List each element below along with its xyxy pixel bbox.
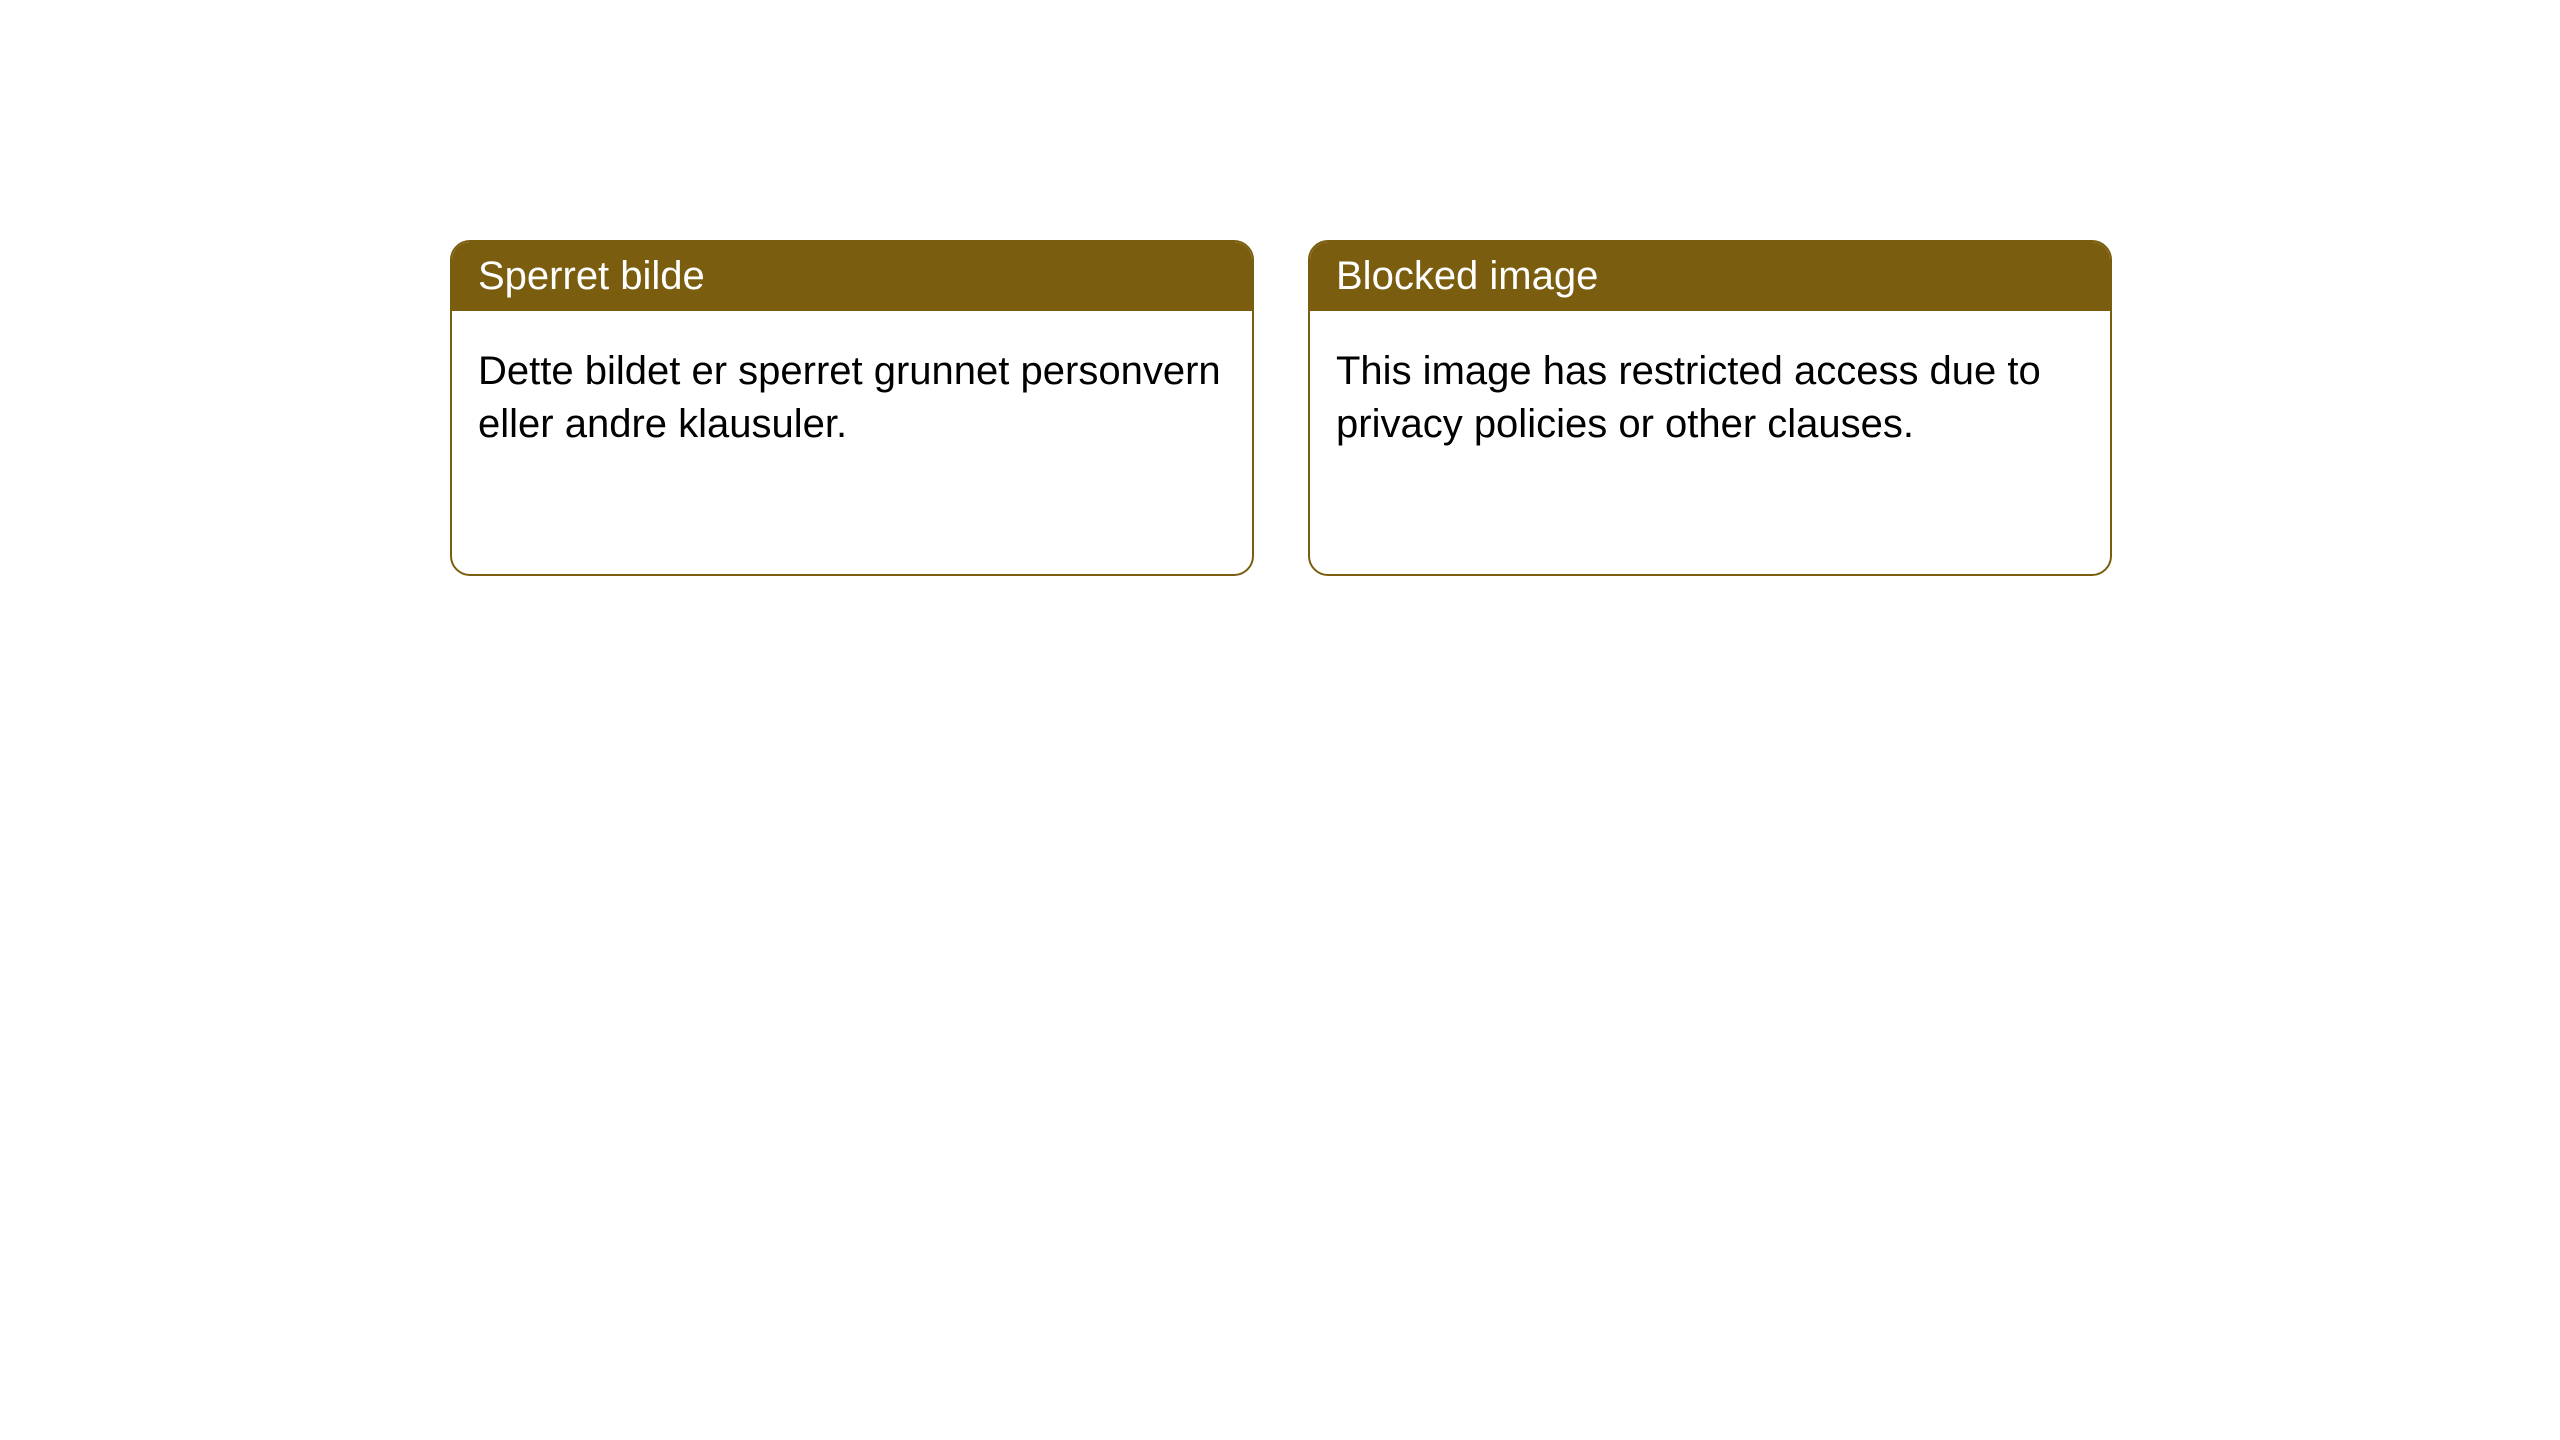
notice-text: Dette bildet er sperret grunnet personve…: [478, 349, 1221, 446]
notice-title: Sperret bilde: [478, 254, 705, 298]
notice-body: This image has restricted access due to …: [1310, 311, 2110, 485]
notice-box-english: Blocked image This image has restricted …: [1308, 240, 2112, 576]
notice-container: Sperret bilde Dette bildet er sperret gr…: [450, 240, 2112, 576]
notice-text: This image has restricted access due to …: [1336, 349, 2041, 446]
notice-box-norwegian: Sperret bilde Dette bildet er sperret gr…: [450, 240, 1254, 576]
notice-header: Blocked image: [1310, 242, 2110, 311]
notice-title: Blocked image: [1336, 254, 1598, 298]
notice-header: Sperret bilde: [452, 242, 1252, 311]
notice-body: Dette bildet er sperret grunnet personve…: [452, 311, 1252, 485]
